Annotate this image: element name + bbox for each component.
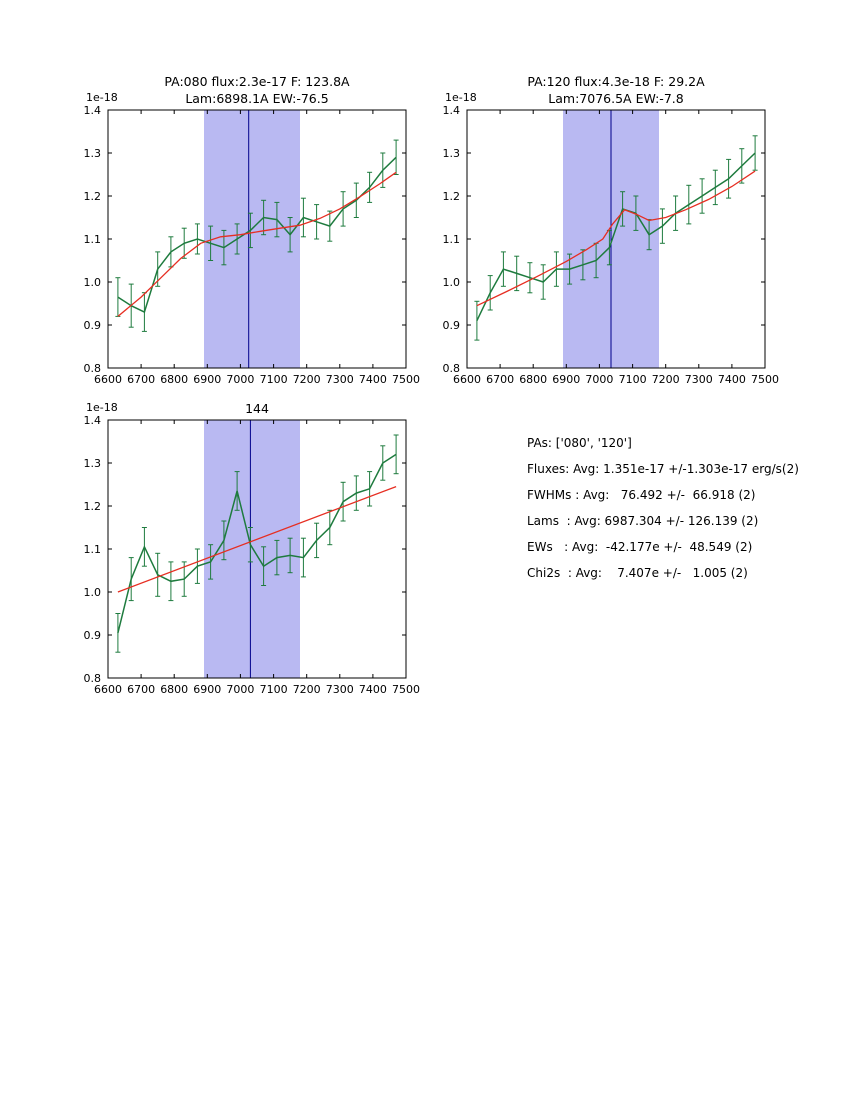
svg-text:7000: 7000 [226, 683, 254, 696]
svg-text:0.9: 0.9 [443, 319, 461, 332]
svg-text:6800: 6800 [519, 373, 547, 386]
svg-text:1.1: 1.1 [443, 233, 461, 246]
svg-text:PA:120 flux:4.3e-18 F: 29.2A: PA:120 flux:4.3e-18 F: 29.2A [527, 74, 705, 89]
svg-text:6600: 6600 [94, 683, 122, 696]
svg-text:7300: 7300 [326, 683, 354, 696]
svg-text:6900: 6900 [193, 373, 221, 386]
svg-text:7200: 7200 [293, 373, 321, 386]
svg-text:1.3: 1.3 [443, 147, 461, 160]
svg-text:1.4: 1.4 [84, 414, 102, 427]
svg-text:7400: 7400 [359, 373, 387, 386]
svg-text:6800: 6800 [160, 683, 188, 696]
svg-text:1.0: 1.0 [84, 276, 102, 289]
svg-text:7400: 7400 [359, 683, 387, 696]
svg-text:7100: 7100 [619, 373, 647, 386]
svg-text:0.9: 0.9 [84, 629, 102, 642]
svg-text:7100: 7100 [260, 373, 288, 386]
svg-text:7400: 7400 [718, 373, 746, 386]
svg-text:7200: 7200 [293, 683, 321, 696]
svg-text:7200: 7200 [652, 373, 680, 386]
summary-panel: PAs: ['080', '120'] Fluxes: Avg: 1.351e-… [527, 430, 799, 586]
summary-line-ews: EWs : Avg: -42.177e +/- 48.549 (2) [527, 540, 753, 554]
svg-text:6600: 6600 [94, 373, 122, 386]
svg-text:0.8: 0.8 [84, 362, 102, 375]
svg-text:0.8: 0.8 [84, 672, 102, 685]
svg-text:1.4: 1.4 [443, 104, 461, 117]
svg-text:7500: 7500 [392, 373, 420, 386]
svg-text:6700: 6700 [127, 683, 155, 696]
plot-pa120: 6600 6700 6800 6900 7000 7100 7200 7300 7400 7500… [443, 74, 780, 386]
svg-text:1.1: 1.1 [84, 233, 102, 246]
svg-text:1.2: 1.2 [443, 190, 461, 203]
summary-line-chi2s: Chi2s : Avg: 7.407e +/- 1.005 (2) [527, 566, 748, 580]
svg-text:0.9: 0.9 [84, 319, 102, 332]
svg-text:1.2: 1.2 [84, 500, 102, 513]
svg-text:1.2: 1.2 [84, 190, 102, 203]
svg-text:6800: 6800 [160, 373, 188, 386]
svg-text:1.0: 1.0 [443, 276, 461, 289]
svg-text:1.0: 1.0 [84, 586, 102, 599]
svg-text:7300: 7300 [326, 373, 354, 386]
svg-text:6900: 6900 [193, 683, 221, 696]
svg-text:7500: 7500 [392, 683, 420, 696]
svg-text:PA:080 flux:2.3e-17 F: 123.8A: PA:080 flux:2.3e-17 F: 123.8A [164, 74, 350, 89]
svg-text:1e-18: 1e-18 [445, 91, 477, 104]
svg-text:7000: 7000 [226, 373, 254, 386]
svg-text:0.8: 0.8 [443, 362, 461, 375]
svg-text:6900: 6900 [552, 373, 580, 386]
summary-line-pas: PAs: ['080', '120'] [527, 436, 632, 450]
svg-text:1.3: 1.3 [84, 457, 102, 470]
svg-text:1e-18: 1e-18 [86, 401, 118, 414]
svg-text:7100: 7100 [260, 683, 288, 696]
summary-line-fwhms: FWHMs : Avg: 76.492 +/- 66.918 (2) [527, 488, 756, 502]
svg-text:Lam:7076.5A EW:-7.8: Lam:7076.5A EW:-7.8 [548, 91, 683, 106]
plot-pa080: 6600 6700 6800 6900 7000 7100 7200 7300 7400 7500… [84, 74, 421, 386]
svg-text:7300: 7300 [685, 373, 713, 386]
svg-text:1.3: 1.3 [84, 147, 102, 160]
svg-text:6700: 6700 [127, 373, 155, 386]
svg-text:7000: 7000 [585, 373, 613, 386]
svg-text:6700: 6700 [486, 373, 514, 386]
svg-text:1.1: 1.1 [84, 543, 102, 556]
summary-line-fluxes: Fluxes: Avg: 1.351e-17 +/-1.303e-17 erg/… [527, 462, 799, 476]
summary-line-lams: Lams : Avg: 6987.304 +/- 126.139 (2) [527, 514, 759, 528]
svg-text:Lam:6898.1A EW:-76.5: Lam:6898.1A EW:-76.5 [185, 91, 328, 106]
plot-combined-144: 6600 6700 6800 6900 7000 7100 7200 7300 7400 7500… [84, 401, 421, 696]
svg-text:1.4: 1.4 [84, 104, 102, 117]
svg-text:7500: 7500 [751, 373, 779, 386]
svg-text:6600: 6600 [453, 373, 481, 386]
svg-text:1e-18: 1e-18 [86, 91, 118, 104]
svg-text:144: 144 [245, 401, 269, 416]
